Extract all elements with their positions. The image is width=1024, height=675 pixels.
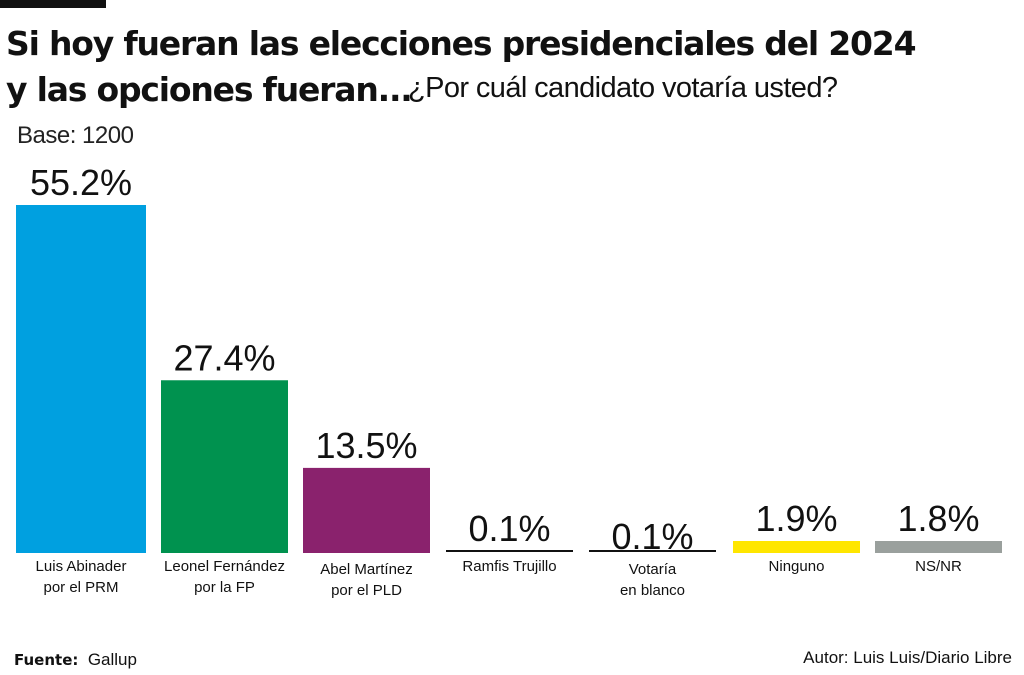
category-label-4: Votaría en blanco [620,561,685,599]
value-label-5: 1.9% [755,498,837,539]
category-label-1: Leonel Fernández por la FP [164,558,285,596]
bar-2 [303,467,430,553]
chart-title-line-2: y las opciones fueran... [6,70,413,109]
source-note: Fuente: Gallup [14,650,137,670]
value-label-4: 0.1% [611,516,693,557]
source-label: Fuente: [14,651,79,669]
bar-5 [733,541,860,553]
category-label-line: Votaría [629,561,677,578]
category-label-line: por el PRM [43,579,118,596]
category-label-6: NS/NR [915,558,962,575]
bar-0 [16,205,146,553]
category-label-line: Luis Abinader [36,558,127,575]
sample-base: Base: 1200 [17,122,134,149]
bar-6 [875,541,1002,553]
category-label-line: por el PLD [331,582,402,599]
category-label-0: Luis Abinader por el PRM [36,558,127,596]
bar-1 [161,380,288,553]
value-label-3: 0.1% [468,508,550,549]
chart-title-line-1: Si hoy fueran las elecciones presidencia… [6,24,917,63]
author-credit: Autor: Luis Luis/Diario Libre [803,648,1012,667]
category-label-2: Abel Martínez por el PLD [320,561,413,599]
category-label-line: NS/NR [915,558,962,575]
value-label-0: 55.2% [30,162,132,203]
category-label-line: en blanco [620,582,685,599]
bar-3 [446,550,573,552]
chart-question: ¿Por cuál candidato votaría usted? [408,72,838,104]
value-label-1: 27.4% [173,337,275,378]
category-label-3: Ramfis Trujillo [462,558,556,575]
bar-4 [589,550,716,552]
category-label-line: Leonel Fernández [164,558,285,575]
value-label-6: 1.8% [897,498,979,539]
category-label-line: Ninguno [769,558,825,575]
source-value: Gallup [87,650,137,669]
value-label-2: 13.5% [315,425,417,466]
header-accent-bar [0,0,106,8]
category-label-5: Ninguno [769,558,825,575]
category-label-line: Abel Martínez [320,561,413,578]
category-label-line: por la FP [194,579,255,596]
category-label-line: Ramfis Trujillo [462,558,556,575]
